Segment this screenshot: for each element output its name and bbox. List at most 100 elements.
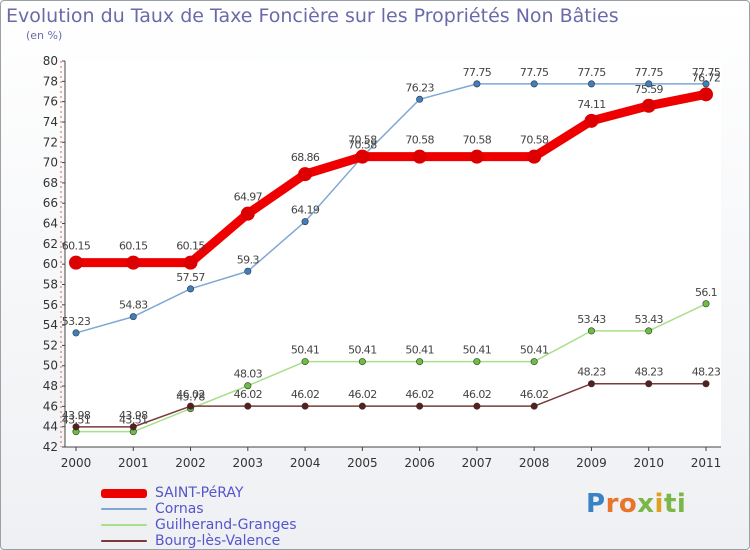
y-tick-label: 44 <box>43 420 58 434</box>
legend-item: SAINT-PéRAY <box>101 485 297 501</box>
data-label: 77.75 <box>520 66 549 79</box>
data-label: 56.1 <box>695 286 717 299</box>
data-label: 53.43 <box>634 313 663 326</box>
data-label: 50.41 <box>405 344 434 357</box>
x-tick-label: 2011 <box>691 456 722 470</box>
legend-item: Bourg-lès-Valence <box>101 533 297 549</box>
data-point <box>129 423 137 431</box>
data-label: 77.75 <box>692 66 721 79</box>
data-label: 70.58 <box>520 134 549 147</box>
plot-area <box>65 61 721 447</box>
data-point <box>645 380 653 388</box>
data-label: 77.75 <box>634 66 663 79</box>
legend-swatch <box>101 508 147 510</box>
data-point <box>187 402 195 410</box>
data-label: 77.75 <box>463 66 492 79</box>
data-point <box>244 402 252 410</box>
data-point <box>358 402 366 410</box>
data-label: 70.58 <box>405 134 434 147</box>
data-point <box>645 80 653 88</box>
data-point <box>473 402 481 410</box>
data-point <box>699 87 713 102</box>
x-tick-label: 2006 <box>404 456 435 470</box>
data-point <box>72 423 80 431</box>
data-label: 76.72 <box>692 71 721 84</box>
y-tick-label: 46 <box>43 399 58 413</box>
legend-label: Bourg-lès-Valence <box>155 533 281 549</box>
data-label: 76.23 <box>405 81 434 94</box>
data-label: 60.15 <box>119 240 148 253</box>
data-label: 46.02 <box>405 388 434 401</box>
x-tick-label: 2008 <box>519 456 550 470</box>
data-label: 45.78 <box>176 391 205 404</box>
data-label: 68.86 <box>291 151 320 164</box>
data-point <box>587 80 595 88</box>
data-point <box>587 327 595 335</box>
y-tick-label: 50 <box>43 359 58 373</box>
legend-label: Cornas <box>155 501 204 517</box>
series-line <box>71 89 711 268</box>
data-label: 59.3 <box>237 253 260 266</box>
data-point <box>473 80 481 88</box>
data-point <box>416 358 424 366</box>
data-label: 53.23 <box>62 315 91 328</box>
data-label: 57.57 <box>176 271 205 284</box>
data-label: 43.98 <box>119 409 148 422</box>
data-label: 46.02 <box>234 388 263 401</box>
data-label: 64.97 <box>234 191 263 204</box>
data-label: 70.58 <box>348 134 377 147</box>
logo-letter: ti <box>663 489 687 519</box>
data-label: 46.02 <box>520 388 549 401</box>
legend-label: SAINT-PéRAY <box>155 485 244 501</box>
data-label: 46.02 <box>176 388 205 401</box>
data-label: 60.15 <box>62 240 91 253</box>
x-tick-label: 2004 <box>290 456 321 470</box>
data-point <box>126 255 141 270</box>
data-label: 50.41 <box>348 344 377 357</box>
legend-item: Guilherand-Granges <box>101 517 297 533</box>
data-point <box>298 167 313 182</box>
x-tick-label: 2001 <box>118 456 149 470</box>
data-point <box>244 382 252 390</box>
series-line <box>75 303 707 433</box>
data-label: 50.41 <box>463 344 492 357</box>
logo-letter: r <box>605 489 619 519</box>
data-label: 54.83 <box>119 299 148 312</box>
data-point <box>301 358 309 366</box>
y-tick-label: 56 <box>43 298 58 312</box>
y-tick-label: 60 <box>43 257 58 271</box>
data-label: 46.02 <box>463 388 492 401</box>
y-tick-label: 70 <box>43 156 58 170</box>
proxiti-logo: Proxiti <box>586 489 686 519</box>
data-label: 60.15 <box>176 240 205 253</box>
data-point <box>587 380 595 388</box>
data-label: 48.23 <box>577 366 606 379</box>
data-label: 46.02 <box>291 388 320 401</box>
legend-label: Guilherand-Granges <box>155 517 297 533</box>
data-point <box>702 380 710 388</box>
x-tick-label: 2010 <box>633 456 664 470</box>
x-tick-label: 2002 <box>175 456 206 470</box>
legend-item: Cornas <box>101 501 297 517</box>
data-point <box>69 255 83 270</box>
data-label: 43.51 <box>62 414 91 427</box>
data-point <box>702 300 710 308</box>
logo-letter: P <box>586 489 606 519</box>
y-tick-label: 66 <box>43 196 58 210</box>
legend-swatch <box>101 524 147 526</box>
data-point <box>530 402 538 410</box>
data-label: 48.23 <box>692 366 721 379</box>
data-point <box>129 313 137 321</box>
logo-letter: i <box>654 489 664 519</box>
legend-swatch <box>101 488 147 498</box>
y-tick-label: 72 <box>43 135 58 149</box>
data-label: 46.02 <box>348 388 377 401</box>
data-point <box>527 149 542 164</box>
data-point <box>473 358 481 366</box>
series-line <box>75 382 707 428</box>
data-label: 53.43 <box>577 313 606 326</box>
y-tick-label: 54 <box>43 318 58 332</box>
data-label: 70.58 <box>463 134 492 147</box>
y-tick-label: 62 <box>43 237 58 251</box>
